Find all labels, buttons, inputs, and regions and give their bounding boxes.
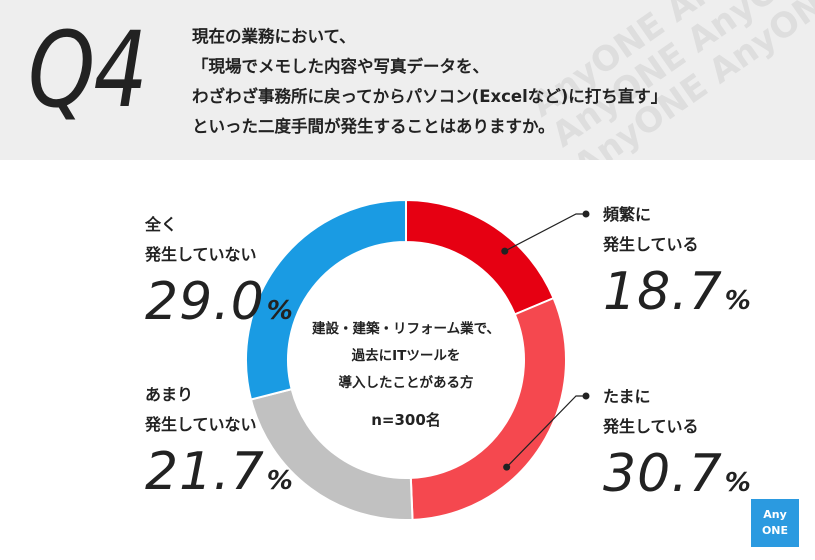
category-label: 発生していない bbox=[145, 245, 257, 264]
label-occasionally: たまに 発生している 30.7% bbox=[603, 382, 752, 500]
category-label: 発生している bbox=[603, 417, 699, 436]
label-never: 全く 発生していない 29.0% bbox=[145, 210, 294, 328]
category-label: 発生している bbox=[603, 235, 699, 254]
question-line: といった二度手間が発生することはありますか。 bbox=[192, 117, 555, 136]
percentage-value: 18.7% bbox=[603, 262, 752, 322]
sample-size: n=300名 bbox=[371, 411, 441, 429]
percentage-value: 29.0% bbox=[145, 272, 294, 332]
slice-frequently bbox=[405, 198, 555, 316]
percentage-value: 21.7% bbox=[145, 442, 294, 502]
category-label: あまり bbox=[145, 385, 194, 404]
chart-center-label: 建設・建築・リフォーム業で、 過去にITツールを 導入したことがある方 n=30… bbox=[296, 316, 516, 434]
label-frequently: 頻繁に 発生している 18.7% bbox=[603, 200, 752, 318]
question-line: 現在の業務において、 bbox=[192, 27, 356, 46]
question-text: 現在の業務において、 「現場でメモした内容や写真データを、 わざわざ事務所に戻っ… bbox=[192, 22, 792, 142]
label-rarely: あまり 発生していない 21.7% bbox=[145, 380, 294, 498]
question-line: わざわざ事務所に戻ってからパソコン(Excelなど)に打ち直す」 bbox=[192, 87, 668, 106]
category-label: 発生していない bbox=[145, 415, 257, 434]
leader-dot bbox=[582, 210, 590, 218]
anyone-logo: Any ONE bbox=[751, 499, 799, 547]
leader-dot bbox=[503, 463, 511, 471]
category-label: 頻繁に bbox=[603, 205, 652, 224]
category-label: 全く bbox=[145, 215, 178, 234]
question-number: Q4 bbox=[28, 9, 148, 131]
leader-dot bbox=[582, 392, 590, 400]
question-header: AnyONE AnyONE AnyONE AnyONE AnyONE AnyON… bbox=[0, 0, 815, 160]
donut-chart bbox=[245, 198, 590, 521]
respondent-line: 過去にITツールを bbox=[351, 348, 461, 364]
category-label: たまに bbox=[603, 387, 651, 406]
leader-dot bbox=[501, 247, 509, 255]
respondent-line: 導入したことがある方 bbox=[338, 375, 474, 391]
slice-never bbox=[245, 198, 407, 401]
percentage-value: 30.7% bbox=[603, 444, 752, 504]
question-line: 「現場でメモした内容や写真データを、 bbox=[192, 57, 489, 76]
respondent-line: 建設・建築・リフォーム業で、 bbox=[311, 321, 501, 337]
